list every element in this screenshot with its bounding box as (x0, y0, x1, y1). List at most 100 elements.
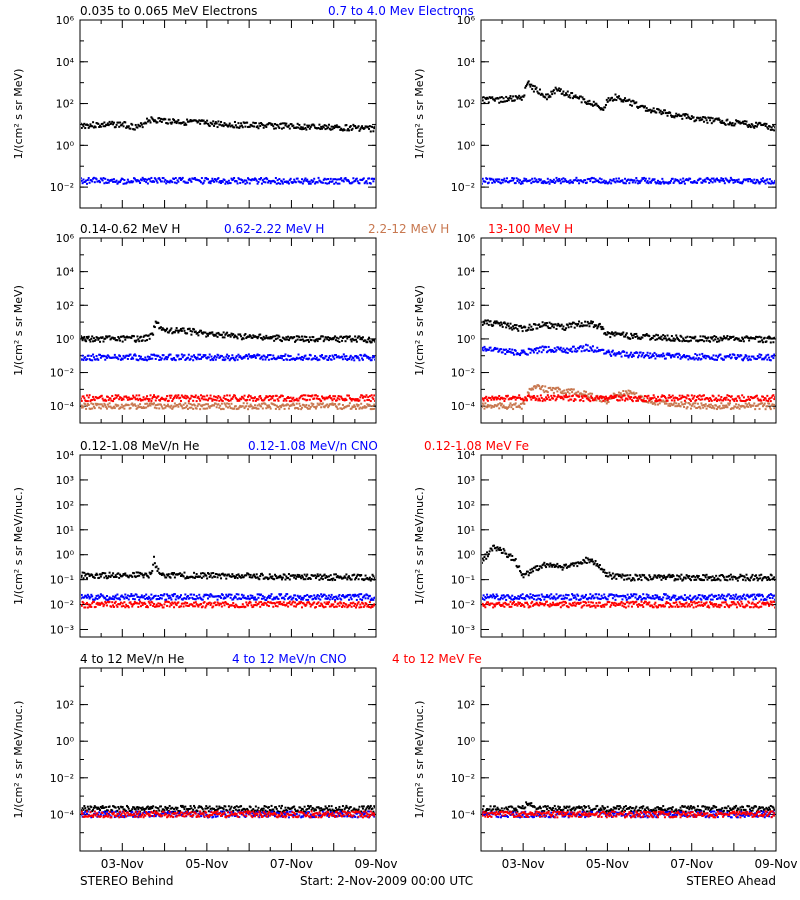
data-point (544, 96, 547, 99)
data-point (541, 400, 544, 403)
data-point (148, 398, 151, 401)
data-point (265, 126, 268, 129)
data-point (336, 397, 339, 400)
data-point (552, 90, 555, 93)
data-point (576, 349, 579, 352)
data-point (106, 178, 109, 181)
data-point (274, 338, 277, 341)
data-point (679, 405, 682, 408)
data-point (91, 407, 94, 410)
data-point (236, 399, 239, 402)
data-point (122, 398, 125, 401)
data-point (695, 119, 698, 122)
data-point (643, 106, 646, 109)
data-point (765, 399, 768, 402)
data-point (763, 357, 766, 360)
data-point (348, 402, 351, 405)
data-point (536, 352, 539, 355)
data-point (257, 127, 260, 130)
data-point (655, 397, 658, 400)
data-point (558, 388, 561, 391)
data-point (297, 575, 300, 578)
data-point (677, 398, 680, 401)
data-point (565, 93, 568, 96)
data-point (630, 396, 633, 399)
series-red (482, 394, 775, 403)
data-point (320, 125, 323, 128)
data-point (689, 407, 692, 410)
data-point (206, 357, 209, 360)
data-point (203, 122, 206, 125)
data-point (185, 397, 188, 400)
data-point (236, 337, 239, 340)
data-point (611, 349, 614, 352)
data-point (768, 125, 771, 128)
data-point (148, 119, 151, 122)
data-point (499, 96, 502, 99)
data-point (716, 398, 719, 401)
data-point (147, 404, 150, 407)
data-point (171, 121, 174, 124)
data-point (358, 407, 361, 410)
data-point (728, 123, 731, 126)
data-point (189, 397, 192, 400)
data-point (260, 355, 263, 358)
data-point (199, 122, 202, 125)
data-point (490, 406, 493, 409)
data-point (103, 355, 106, 358)
data-point (168, 394, 171, 397)
data-point (357, 404, 360, 407)
data-point (506, 394, 509, 397)
data-point (584, 395, 587, 398)
data-point (341, 129, 344, 132)
data-point (141, 339, 144, 342)
data-point (108, 335, 111, 338)
data-point (352, 123, 355, 126)
data-point (81, 182, 84, 185)
data-point (250, 356, 253, 359)
data-point (698, 119, 701, 122)
data-point (483, 101, 486, 104)
data-point (279, 404, 282, 407)
data-point (666, 399, 669, 402)
data-point (298, 574, 301, 577)
data-point (668, 394, 671, 397)
data-point (345, 573, 348, 576)
data-point (136, 397, 139, 400)
data-point (555, 398, 558, 401)
data-point (764, 408, 767, 411)
data-point (294, 406, 297, 409)
data-point (187, 400, 190, 403)
data-point (104, 404, 107, 407)
data-point (208, 397, 211, 400)
data-point (302, 394, 305, 397)
data-point (227, 595, 229, 598)
data-point (327, 339, 330, 342)
y-axis-label: 1/(cm² s sr MeV) (413, 69, 426, 160)
data-point (288, 179, 291, 182)
data-point (631, 336, 634, 339)
data-point (726, 394, 729, 397)
data-point (545, 321, 548, 324)
data-point (281, 122, 284, 125)
data-point (318, 358, 321, 361)
data-point (102, 177, 105, 180)
data-point (551, 325, 554, 328)
data-point (247, 357, 250, 360)
data-point (528, 83, 531, 86)
data-point (305, 575, 308, 578)
data-point (333, 397, 336, 400)
data-point (310, 339, 313, 342)
data-point (746, 357, 749, 360)
data-point (119, 355, 122, 358)
data-point (328, 354, 331, 357)
data-point (742, 357, 745, 360)
data-point (717, 179, 720, 182)
data-point (663, 395, 666, 398)
data-point (496, 404, 499, 407)
data-point (534, 399, 537, 402)
data-point (774, 126, 775, 129)
data-point (768, 397, 771, 400)
data-point (320, 577, 323, 580)
data-point (720, 337, 723, 340)
